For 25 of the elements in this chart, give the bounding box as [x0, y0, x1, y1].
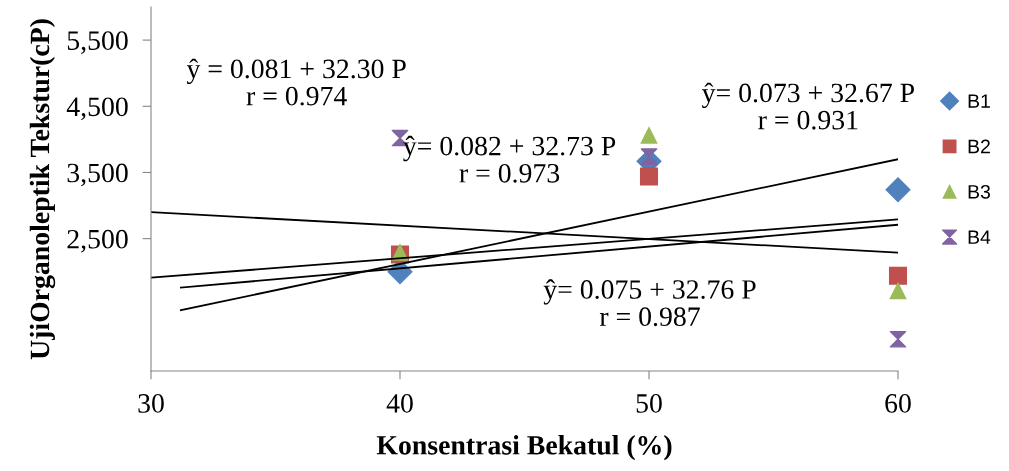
- y-tick-label: 4,500: [66, 97, 128, 121]
- x-tick-label: 50: [636, 394, 662, 413]
- annotation: ŷ= 0.073 + 32.67 P r = 0.931: [701, 82, 914, 130]
- y-tick-label: 3,500: [67, 163, 128, 187]
- y-tick-label: 2,500: [67, 229, 128, 253]
- point: [888, 266, 908, 285]
- legend-label: B2: [968, 139, 990, 154]
- annotation: ŷ = 0.081 + 32.30 P r = 0.974: [186, 58, 406, 106]
- point: [889, 282, 907, 300]
- x-axis-title: Konsentrasi Bekatul (%): [376, 435, 672, 461]
- point: [640, 127, 658, 144]
- y-axis-title: UjiOrganoleptik Tekstur(cP): [29, 19, 56, 360]
- point: [639, 167, 659, 186]
- legend-label: B1: [968, 94, 990, 108]
- legend-label: B4: [968, 230, 991, 244]
- annotation: ŷ= 0.082 + 32.73 P r = 0.973: [403, 135, 616, 183]
- annotation: ŷ= 0.075 + 32.76 P r = 0.987: [543, 279, 756, 327]
- point: [640, 148, 658, 165]
- y-tick-label: 5,500: [67, 31, 128, 54]
- legend-label: B3: [968, 184, 991, 199]
- point: [889, 330, 907, 348]
- x-tick-label: 60: [885, 394, 911, 413]
- point: [885, 177, 911, 203]
- x-tick-label: 40: [386, 394, 413, 413]
- x-tick-label: 30: [138, 394, 164, 413]
